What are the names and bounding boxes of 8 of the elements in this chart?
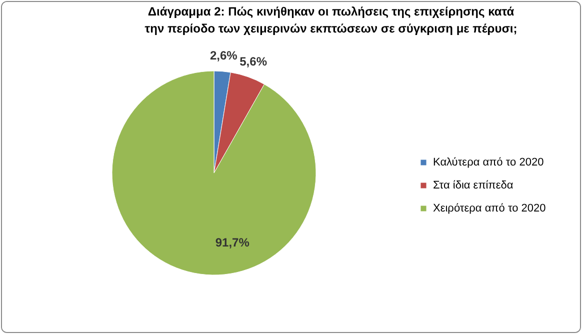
pie-slice: [112, 70, 316, 276]
data-label: 91,7%: [215, 236, 250, 250]
data-label: 2,6%: [210, 48, 238, 62]
chart-title: Διάγραμμα 2: Πώς κινήθηκαν οι πωλήσεις της επιχείρησης κατά την περίοδο των χειμερινών εκπτώσεων σε σύγκριση με πέρυσι;: [144, 4, 518, 36]
data-label: 5,6%: [240, 54, 268, 69]
legend-label: Στα ίδια επίπεδα: [433, 180, 514, 192]
legend-label: Καλύτερα από το 2020: [433, 156, 544, 168]
legend-label: Χειρότερα από το 2020: [433, 202, 546, 214]
